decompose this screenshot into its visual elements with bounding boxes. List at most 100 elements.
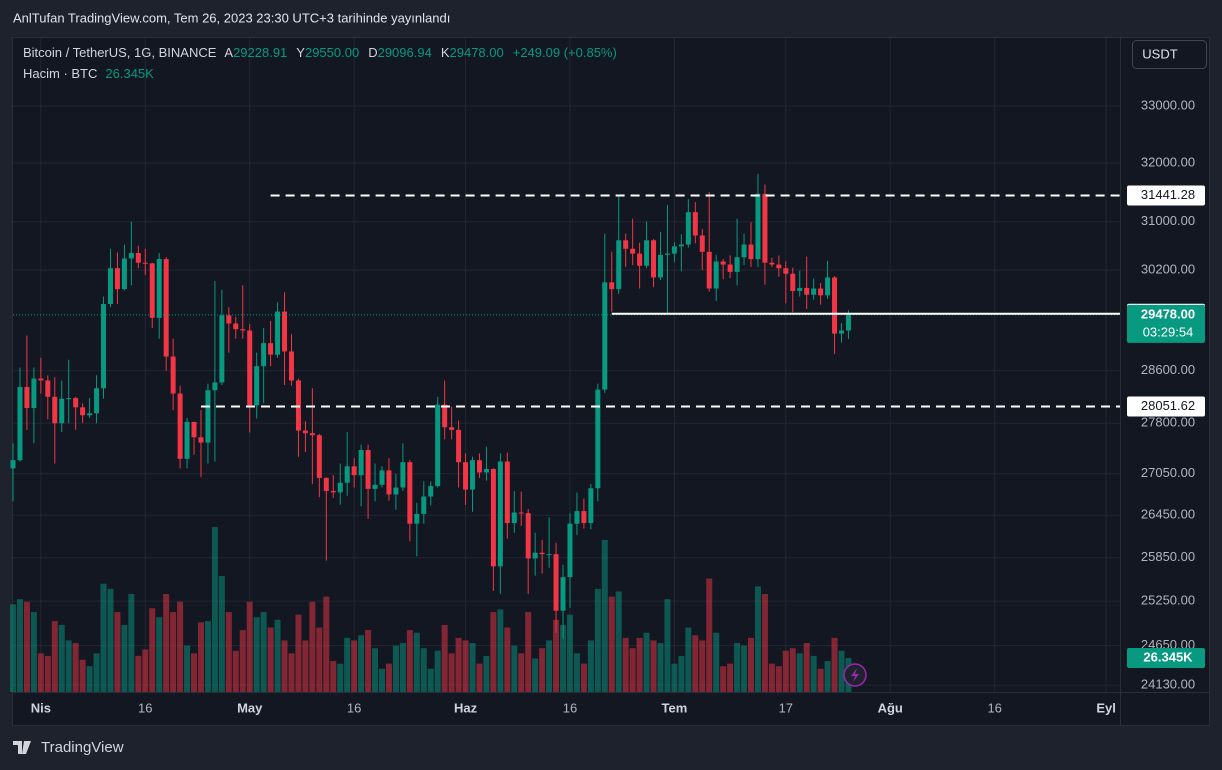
volume-bar	[344, 637, 351, 692]
candle-body	[282, 311, 288, 352]
volume-bar	[420, 648, 427, 692]
volume-bar	[782, 650, 789, 692]
candle-body	[595, 389, 601, 489]
volume-bar	[295, 614, 302, 692]
candle-body	[38, 378, 44, 381]
volume-bar	[761, 594, 768, 692]
candle-body	[393, 487, 399, 495]
candle-body	[295, 380, 301, 431]
volume-bar	[30, 612, 37, 692]
candle-body	[574, 511, 580, 524]
level-label-box	[1127, 396, 1205, 417]
candle-body	[483, 469, 489, 473]
candle-body	[66, 398, 72, 400]
volume-bar	[518, 653, 525, 692]
volume-bar	[177, 601, 184, 692]
candle-body	[365, 450, 371, 489]
candle-body	[637, 253, 643, 266]
change: +249.09 (+0.85%)	[513, 45, 617, 60]
candle-body	[205, 390, 211, 443]
candle-body	[80, 407, 86, 416]
candle-body	[602, 282, 608, 390]
candle-body	[170, 356, 176, 394]
volume-bar	[191, 653, 198, 692]
candle-body	[553, 554, 559, 611]
volume-bar	[476, 663, 483, 692]
candle-body	[114, 268, 120, 290]
volume-bar	[511, 645, 518, 692]
candle-body	[623, 240, 629, 249]
volume-bar	[323, 596, 330, 692]
volume-bar	[525, 612, 532, 692]
volume-bar	[142, 649, 149, 692]
volume-bar	[629, 648, 636, 692]
price-label: 29478.00	[1141, 306, 1195, 321]
candle-body	[337, 482, 343, 493]
volume-bar	[288, 653, 295, 692]
y-tick-label: 24130.00	[1141, 677, 1195, 692]
ohlc-label: A	[224, 45, 233, 60]
volume-bar	[532, 658, 539, 692]
x-tick-label: Eyl	[1096, 700, 1116, 715]
candle-body	[463, 462, 469, 490]
ohlc-value: 29096.94	[378, 45, 432, 60]
volume-bar	[156, 617, 163, 692]
candle-body	[219, 315, 225, 383]
candle-body	[699, 235, 705, 252]
volume-bar	[754, 586, 761, 692]
candle-body	[769, 262, 775, 265]
candle-body	[560, 577, 566, 611]
volume-bar	[232, 650, 239, 692]
price-label-box	[1127, 304, 1205, 343]
candle-body	[17, 386, 23, 461]
volume-bar	[337, 663, 344, 692]
level-label: 28051.62	[1141, 398, 1195, 413]
volume-bar	[560, 624, 567, 692]
ohlc-value: 29228.91	[233, 45, 287, 60]
candle-body	[268, 343, 274, 355]
volume-bar	[671, 663, 678, 692]
candle-body	[163, 259, 169, 357]
volume-bar	[406, 630, 413, 692]
volume-bar	[803, 643, 810, 692]
candle-body	[73, 398, 79, 408]
volume-bar	[838, 650, 845, 692]
volume-bar	[580, 663, 587, 692]
volume-bar	[309, 601, 316, 692]
volume-bar	[469, 643, 476, 692]
volume-bar	[608, 596, 615, 692]
volume-bar	[218, 575, 225, 692]
currency-button[interactable]	[1132, 40, 1207, 69]
volume-bar	[170, 612, 177, 692]
volume-bar	[615, 591, 622, 692]
candle-body	[616, 240, 622, 290]
candle-body	[275, 311, 281, 355]
volume-bar	[330, 661, 337, 692]
volume-bar	[253, 617, 260, 692]
x-tick-label: Ağu	[878, 700, 903, 715]
candle-body	[309, 433, 315, 436]
candle-body	[191, 421, 197, 438]
volume-legend-value: 26.345K	[105, 66, 154, 81]
volume-bar	[135, 655, 142, 692]
candle-body	[811, 288, 817, 295]
volume-bar	[810, 655, 817, 692]
volume-bar	[23, 601, 30, 692]
candle-body	[762, 193, 768, 263]
volume-bar	[163, 594, 170, 692]
candle-body	[497, 461, 503, 567]
ohlc-label: D	[368, 45, 377, 60]
volume-bar	[260, 612, 267, 692]
candle-body	[233, 323, 239, 330]
currency[interactable]: USDT	[1142, 46, 1177, 61]
x-tick-label: 16	[563, 700, 577, 715]
volume-bar	[72, 643, 79, 692]
candle-body	[804, 287, 810, 295]
volume-bar	[692, 635, 699, 692]
candle-body	[449, 427, 455, 430]
ohlc-label: K	[441, 45, 450, 60]
candle-body	[511, 512, 517, 524]
x-tick-label: 16	[987, 700, 1001, 715]
volume-bar	[706, 578, 713, 692]
volume-bar	[483, 655, 490, 692]
